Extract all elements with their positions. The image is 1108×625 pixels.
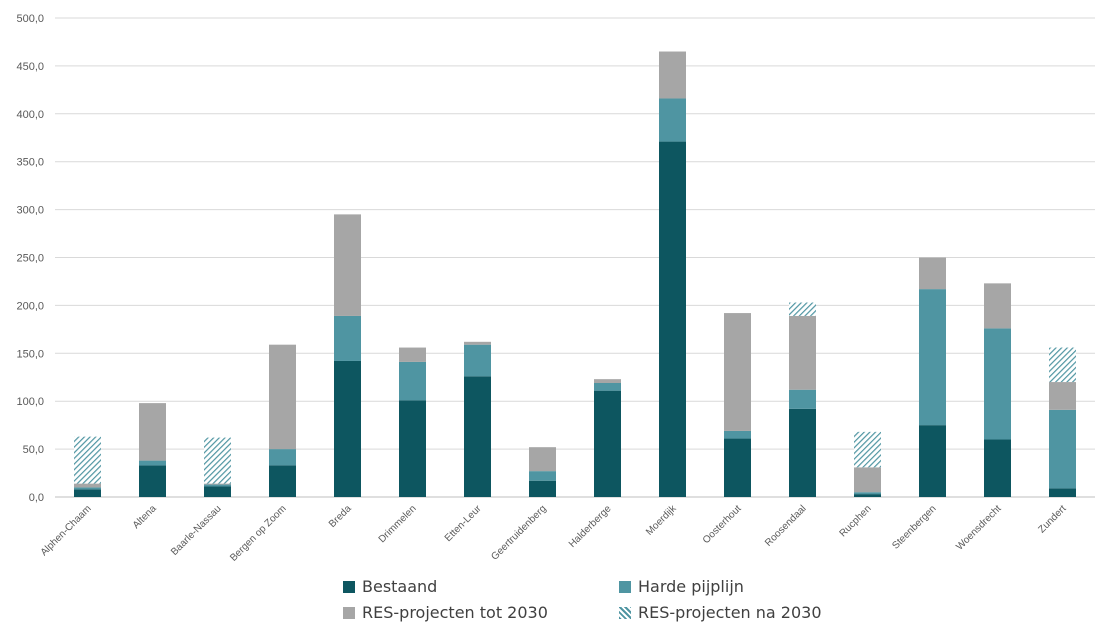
x-tick-label: Oosterhout (701, 503, 744, 546)
bar-segment (204, 486, 231, 497)
bar-segment (204, 437, 231, 484)
bar-segment (854, 492, 881, 495)
legend-label: Bestaand (362, 577, 438, 596)
y-tick-label: 500,0 (16, 13, 44, 25)
bar-segment (204, 484, 231, 487)
x-tick-label: Steenbergen (890, 503, 938, 551)
x-tick-label: Zundert (1036, 503, 1068, 535)
x-tick-label: Geertruidenberg (489, 503, 548, 562)
x-tick-label: Etten-Leur (443, 503, 484, 544)
bar-segment (464, 344, 491, 377)
bar-segment (1049, 488, 1076, 497)
bar-segment (464, 376, 491, 497)
bar-segment (334, 315, 361, 361)
y-tick-label: 250,0 (16, 253, 44, 265)
bar-segment (139, 403, 166, 461)
y-tick-label: 450,0 (16, 61, 44, 73)
legend-item: RES-projecten na 2030 (619, 603, 822, 622)
bar-segment (334, 214, 361, 316)
bar-segment (789, 302, 816, 316)
legend-swatch (343, 606, 355, 619)
legend-label: RES-projecten tot 2030 (362, 603, 548, 622)
x-tick-label: Alphen-Chaam (39, 503, 94, 558)
x-tick-label: Woensdrecht (954, 503, 1003, 552)
x-tick-label: Rucphen (838, 503, 874, 539)
bar-segment (399, 400, 426, 497)
bar-segment (74, 487, 101, 490)
x-tick-label: Baarle-Nassau (169, 503, 224, 558)
x-tick-label: Drimmelen (377, 503, 419, 545)
legend-swatch (343, 580, 355, 593)
x-tick-label: Roosendaal (763, 503, 809, 549)
bar-segment (399, 361, 426, 401)
y-tick-label: 150,0 (16, 348, 44, 360)
bar-segment (789, 315, 816, 390)
y-tick-label: 50,0 (23, 444, 44, 456)
x-tick-label: Bergen op Zoom (228, 503, 288, 563)
bar-segment (854, 431, 881, 468)
x-tick-label: Moerdijk (644, 503, 679, 538)
bar-segment (74, 483, 101, 488)
y-tick-label: 300,0 (16, 205, 44, 217)
bar-segment (529, 471, 556, 481)
y-tick-label: 350,0 (16, 157, 44, 169)
bar-segment (854, 494, 881, 497)
bar-segment (399, 347, 426, 362)
legend-swatch (619, 580, 631, 593)
bar-segment (74, 436, 101, 484)
bar-segment (529, 447, 556, 472)
legend-item: Harde pijplijn (619, 577, 744, 596)
bar-segment (789, 389, 816, 409)
bar-segment (659, 141, 686, 497)
legend: Bestaand Harde pijplijn RES-projecten tot … (343, 577, 903, 625)
bar-segment (724, 313, 751, 431)
bar-segment (984, 283, 1011, 329)
bar-segment (1049, 347, 1076, 383)
legend-item: RES-projecten tot 2030 (343, 603, 548, 622)
bar-segment (724, 430, 751, 439)
bar-segment (659, 51, 686, 99)
bar-stacks (74, 51, 1076, 497)
bar-segment (74, 489, 101, 497)
bar-segment (594, 382, 621, 391)
bar-segment (594, 379, 621, 383)
bar-segment (529, 480, 556, 497)
x-tick-label: Altena (131, 503, 159, 531)
x-tick-label: Halderberge (567, 503, 614, 550)
y-tick-label: 0,0 (29, 492, 44, 504)
legend-item: Bestaand (343, 577, 437, 596)
y-tick-label: 100,0 (16, 396, 44, 408)
bar-segment (594, 390, 621, 497)
bar-segment (984, 328, 1011, 440)
y-axis-tick-labels: 0,0 50,0 100,0 150,0 200,0 250,0 300,0 350,0 400… (16, 13, 44, 504)
bar-segment (1049, 382, 1076, 410)
bar-segment (464, 341, 491, 345)
bar-segment (269, 344, 296, 450)
bar-segment (984, 439, 1011, 497)
bar-segment (139, 460, 166, 466)
legend-swatch (619, 606, 631, 619)
bar-segment (919, 425, 946, 497)
legend-label: RES-projecten na 2030 (638, 603, 822, 622)
bar-segment (1049, 409, 1076, 489)
legend-label: Harde pijplijn (638, 577, 744, 596)
x-axis-tick-labels: Alphen-Chaam Altena Baarle-Nassau Bergen op… (39, 503, 1069, 564)
x-tick-label: Breda (327, 503, 354, 530)
bar-segment (919, 257, 946, 290)
bar-segment (269, 465, 296, 497)
bar-segment (139, 465, 166, 497)
bar-segment (204, 483, 231, 485)
bar-segment (724, 438, 751, 497)
bar-segment (269, 449, 296, 466)
bar-segment (919, 289, 946, 426)
bar-segment (334, 360, 361, 497)
bar-segment (854, 467, 881, 493)
y-tick-label: 400,0 (16, 109, 44, 121)
y-tick-label: 200,0 (16, 300, 44, 312)
bar-segment (789, 408, 816, 497)
bar-segment (659, 98, 686, 142)
